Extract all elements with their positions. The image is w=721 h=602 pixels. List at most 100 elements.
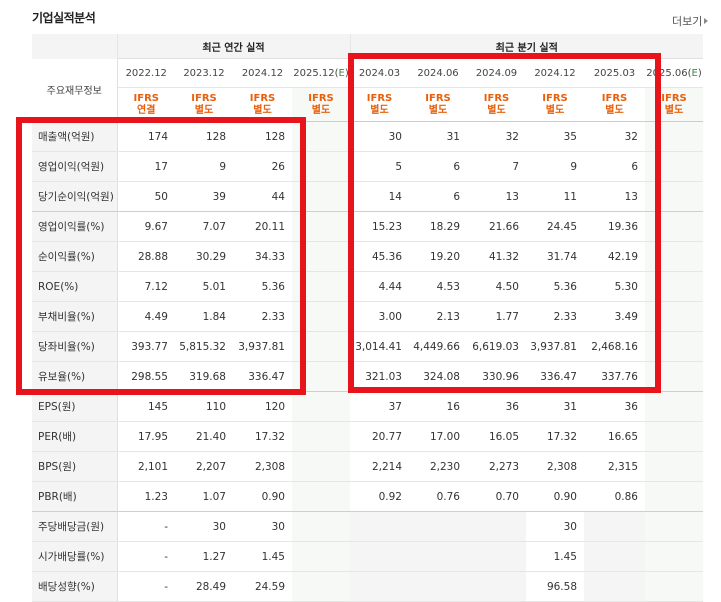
accounting-basis: 별도: [370, 104, 389, 116]
accounting-standard: IFRS: [425, 92, 451, 104]
accounting-standard: IFRS: [366, 92, 393, 104]
cell-value: 28.88: [117, 241, 175, 272]
more-link-label: 더보기: [672, 15, 703, 28]
cell-value: [467, 541, 526, 572]
cell-value: 4.49: [117, 301, 175, 332]
cell-value: 324.08: [409, 361, 467, 392]
cell-value: 6,619.03: [467, 331, 526, 362]
row-label: PER(배): [32, 421, 118, 452]
cell-value: [350, 541, 409, 572]
cell-value: [409, 511, 467, 542]
row-label: 배당성향(%): [32, 571, 118, 602]
cell-value: 1.27: [175, 541, 233, 572]
cell-value: 2.33: [526, 301, 584, 332]
table-row: EPS(원) 145 110 120 37 16 36 31 36: [32, 391, 703, 422]
cell-value: [292, 361, 350, 392]
row-label: 부채비율(%): [32, 301, 118, 332]
cell-value: 20.11: [233, 211, 292, 242]
cell-value: [292, 121, 350, 152]
cell-value: [645, 511, 703, 542]
table-row: 주당배당금(원) -30 30 30: [32, 511, 703, 542]
cell-value: 34.33: [233, 241, 292, 272]
period-header: 2024.12: [233, 58, 292, 88]
period-header: 2025.12(E): [292, 58, 350, 88]
cell-value: 2.33: [233, 301, 292, 332]
row-label: 순이익률(%): [32, 241, 118, 272]
quarter-group-header: 최근 분기 실적: [350, 34, 703, 59]
cell-value: 1.45: [526, 541, 584, 572]
cell-value: [292, 151, 350, 182]
cell-value: 36: [467, 391, 526, 422]
accounting-basis: 별도: [253, 104, 272, 116]
accounting-standard: IFRS: [661, 92, 687, 104]
cell-value: 0.76: [409, 481, 467, 512]
cell-value: -: [117, 571, 175, 602]
cell-value: [645, 211, 703, 242]
cell-value: [409, 571, 467, 602]
cell-value: 0.90: [526, 481, 584, 512]
more-link[interactable]: 더보기: [672, 13, 709, 29]
cell-value: 5.36: [233, 271, 292, 302]
cell-value: [645, 151, 703, 182]
period-header: 2024.03: [350, 58, 409, 88]
cell-value: 18.29: [409, 211, 467, 242]
cell-value: 393.77: [117, 331, 175, 362]
cell-value: 2,207: [175, 451, 233, 482]
cell-value: [292, 271, 350, 302]
table-row: 영업이익(억원) 17 9 26 5 6 7 9 6: [32, 151, 703, 182]
accounting-basis: 별도: [605, 104, 624, 116]
cell-value: 298.55: [117, 361, 175, 392]
table-row: 순이익률(%) 28.88 30.29 34.33 45.36 19.20 41.32 31.…: [32, 241, 703, 272]
cell-value: [467, 511, 526, 542]
accounting-type: IFRS 별도: [645, 87, 703, 122]
cell-value: 9: [175, 151, 233, 182]
accounting-basis: 별도: [428, 104, 448, 116]
cell-value: 19.36: [584, 211, 645, 242]
cell-value: [645, 301, 703, 332]
cell-value: 2,101: [117, 451, 175, 482]
table-row: 매출액(억원) 174 128 128 30 31 32 35 32: [32, 121, 703, 152]
accounting-basis: 별도: [311, 104, 331, 116]
cell-value: 0.90: [233, 481, 292, 512]
cell-value: [645, 181, 703, 212]
cell-value: 32: [467, 121, 526, 152]
cell-value: 36: [584, 391, 645, 422]
cell-value: 20.77: [350, 421, 409, 452]
period-label: 2025.12(E): [293, 67, 349, 79]
row-label: BPS(원): [32, 451, 118, 482]
row-label: 영업이익(억원): [32, 151, 118, 182]
row-label: 시가배당률(%): [32, 541, 118, 572]
cell-value: [292, 211, 350, 242]
cell-value: 5.36: [526, 271, 584, 302]
row-header-label: 주요재무정보: [32, 58, 118, 122]
row-label: 영업이익률(%): [32, 211, 118, 242]
cell-value: 2,214: [350, 451, 409, 482]
chevron-right-icon: [704, 18, 709, 24]
cell-value: 42.19: [584, 241, 645, 272]
cell-value: 17.32: [526, 421, 584, 452]
accounting-type: IFRS 별도: [350, 87, 409, 122]
cell-value: 2,315: [584, 451, 645, 482]
cell-value: [645, 271, 703, 302]
period-header: 2022.12: [117, 58, 175, 88]
period-header: 2025.03: [584, 58, 645, 88]
cell-value: [292, 331, 350, 362]
cell-value: 120: [233, 391, 292, 422]
accounting-standard: IFRS: [249, 92, 276, 104]
accounting-type: IFRS 별도: [526, 87, 584, 122]
cell-value: 330.96: [467, 361, 526, 392]
period-header: 2024.09: [467, 58, 526, 88]
table-row: 유보율(%) 298.55 319.68 336.47 321.03 324.08 330.…: [32, 361, 703, 392]
cell-value: [292, 451, 350, 482]
cell-value: [292, 421, 350, 452]
cell-value: 7.07: [175, 211, 233, 242]
cell-value: 6: [409, 181, 467, 212]
cell-value: [645, 241, 703, 272]
accounting-type: IFRS 별도: [467, 87, 526, 122]
cell-value: 30: [350, 121, 409, 152]
cell-value: 17.00: [409, 421, 467, 452]
accounting-type: IFRS 별도: [409, 87, 467, 122]
cell-value: 128: [175, 121, 233, 152]
accounting-standard: IFRS: [191, 92, 217, 104]
period-header: 2024.06: [409, 58, 467, 88]
